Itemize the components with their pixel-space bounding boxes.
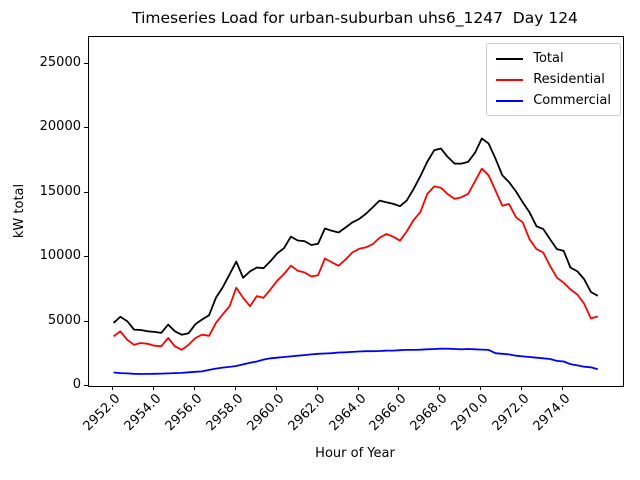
y-tick-mark [84,256,88,258]
y-tick-mark [84,127,88,129]
legend-item-commercial: Commercial [496,90,611,111]
x-axis-label: Hour of Year [315,446,395,461]
y-tick-label: 15000 [39,183,81,199]
x-tick-mark [439,386,441,390]
x-tick-mark [234,386,236,390]
x-tick-label: 2964.0 [326,391,369,435]
x-tick-mark [275,386,277,390]
x-tick-label: 2952.0 [80,391,124,435]
series-line-total [112,137,599,336]
y-tick-label: 20000 [39,119,81,135]
y-tick-label: 5000 [47,312,81,328]
x-tick-mark [398,386,400,390]
plot-area: Total Residential Commercial [88,36,624,387]
y-tick-mark [84,63,88,65]
y-tick-label: 10000 [39,248,81,264]
x-tick-label: 2974.0 [530,391,574,435]
x-tick-label: 2968.0 [408,391,451,435]
x-tick-label: 2970.0 [448,391,492,435]
plot-lines [112,137,599,375]
x-tick-mark [112,386,114,390]
legend-line-sample-commercial [496,99,524,102]
x-tick-mark [562,386,564,390]
legend-label: Residential [533,72,605,87]
legend-line-sample-total [496,57,524,60]
series-line-commercial [113,347,599,375]
x-tick-label: 2954.0 [121,391,165,435]
x-tick-mark [521,386,523,390]
legend-line-sample-residential [496,78,524,81]
x-tick-label: 2962.0 [285,391,329,435]
legend: Total Residential Commercial [486,43,621,116]
x-tick-label: 2972.0 [489,391,533,435]
x-tick-label: 2958.0 [203,391,247,435]
y-tick-mark [84,191,88,193]
x-tick-mark [193,386,195,390]
legend-label: Total [533,51,564,66]
legend-item-total: Total [496,48,611,69]
y-tick-mark [84,385,88,386]
x-tick-label: 2966.0 [367,391,410,435]
x-tick-mark [152,386,154,390]
legend-item-residential: Residential [496,69,611,90]
x-tick-mark [316,386,318,390]
y-tick-label: 25000 [39,55,81,71]
y-tick-label: 0 [72,377,81,392]
chart-title: Timeseries Load for urban-suburban uhs6_… [132,9,578,27]
series-line-residential [113,167,599,351]
legend-label: Commercial [533,93,611,108]
x-tick-label: 2956.0 [162,391,206,435]
y-tick-mark [84,320,88,322]
x-tick-mark [480,386,482,390]
x-tick-label: 2960.0 [244,391,288,435]
x-tick-mark [357,386,359,390]
